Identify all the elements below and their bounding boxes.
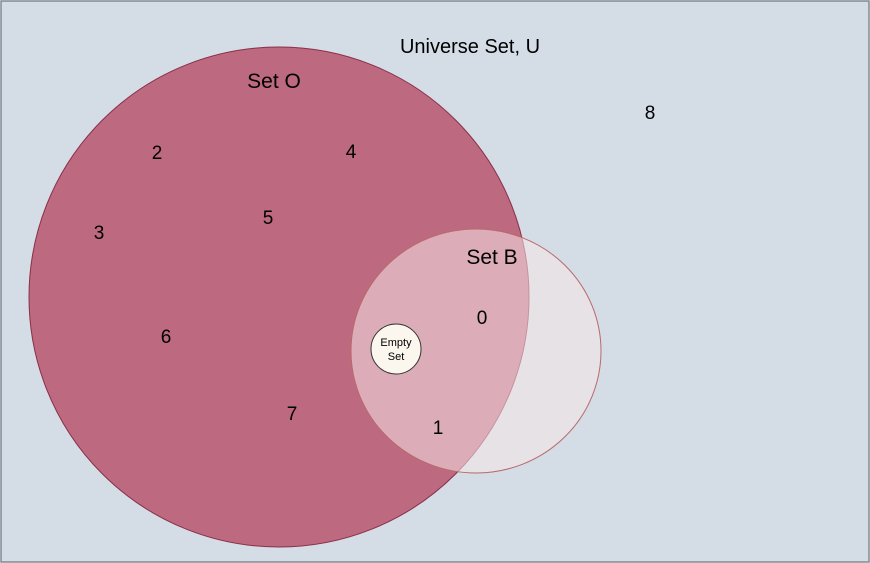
- element-7: 7: [287, 404, 298, 425]
- empty-set-label-line2: Set: [388, 351, 405, 363]
- set-o-label: Set O: [247, 70, 301, 93]
- empty-set-border: [370, 323, 422, 375]
- element-5: 5: [263, 208, 274, 229]
- set-b-circle: [351, 229, 601, 473]
- element-2: 2: [152, 143, 163, 164]
- element-0: 0: [477, 308, 488, 329]
- set-b-label: Set B: [466, 246, 517, 269]
- empty-set-circle: [371, 324, 421, 374]
- universe-set-label: Universe Set, U: [400, 36, 540, 58]
- element-6: 6: [161, 327, 172, 348]
- element-1: 1: [433, 418, 444, 439]
- element-3: 3: [94, 223, 105, 244]
- empty-set-label-line1: Empty: [380, 337, 412, 349]
- element-8: 8: [645, 103, 656, 124]
- element-4: 4: [346, 142, 357, 163]
- set-b-border: [350, 228, 602, 474]
